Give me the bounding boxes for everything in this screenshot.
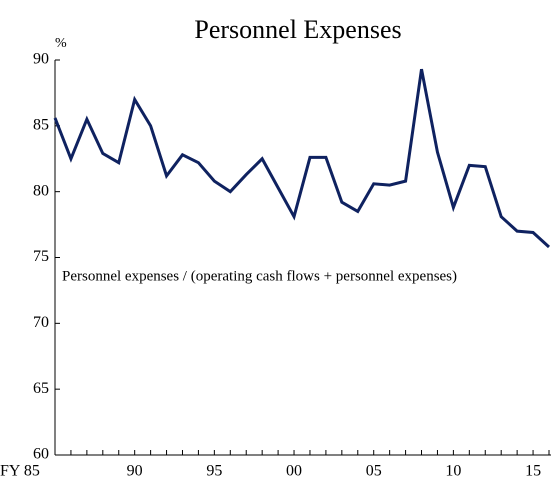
annotation: Personnel expenses / (operating cash flo… xyxy=(62,268,457,284)
y-tick-label: 75 xyxy=(33,248,49,265)
x-tick-label: 90 xyxy=(127,463,143,480)
x-tick-label: 10 xyxy=(445,463,461,480)
x-tick-label: 95 xyxy=(206,463,222,480)
x-tick-label: FY 85 xyxy=(0,463,40,480)
y-tick-label: 60 xyxy=(33,446,49,463)
y-tick-label: 70 xyxy=(33,314,49,331)
y-unit: % xyxy=(55,36,67,51)
chart-title: Personnel Expenses xyxy=(194,15,401,44)
y-tick-label: 85 xyxy=(33,117,49,134)
y-tick-label: 65 xyxy=(33,380,49,397)
x-tick-label: 05 xyxy=(366,463,382,480)
y-tick-label: 90 xyxy=(33,51,49,68)
y-tick-label: 80 xyxy=(33,182,49,199)
x-tick-label: 00 xyxy=(286,463,302,480)
line xyxy=(53,68,551,249)
x-tick-label: 15 xyxy=(525,463,541,480)
